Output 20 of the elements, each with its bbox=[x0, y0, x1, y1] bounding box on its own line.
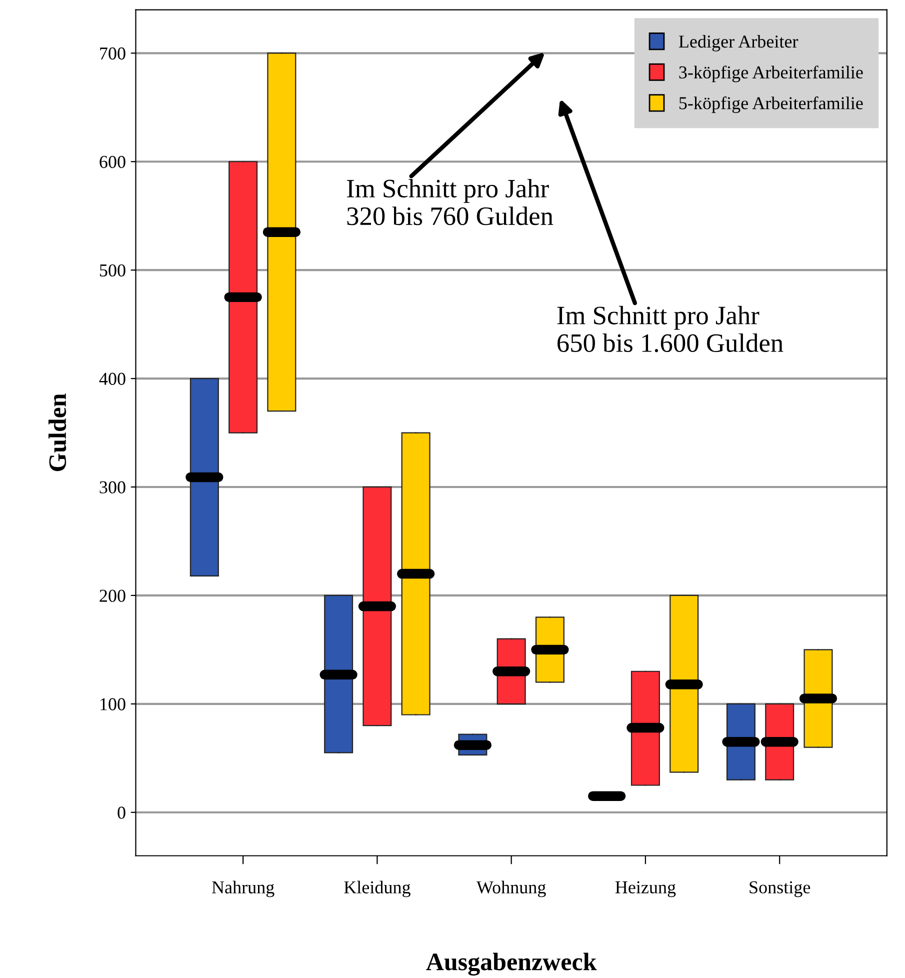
legend-label: 5-köpfige Arbeiterfamilie bbox=[679, 96, 863, 114]
y-tick-label: 700 bbox=[100, 47, 126, 60]
x-tick-label: Wohnung bbox=[476, 880, 546, 898]
x-tick-label: Sonstige bbox=[750, 881, 810, 898]
x-tick-label: Heizung bbox=[615, 881, 676, 898]
x-axis-title: Ausgabenzweck bbox=[426, 952, 597, 976]
y-axis-title: Gulden bbox=[48, 394, 66, 472]
y-tick-label: 300 bbox=[100, 481, 126, 494]
y-tick-label: 500 bbox=[100, 264, 126, 277]
y-tick-label: 600 bbox=[100, 156, 126, 168]
legend-label: 3-köpfige Arbeiterfamilie bbox=[679, 66, 863, 82]
x-tick-label: Nahrung bbox=[212, 880, 274, 898]
y-tick-label: 400 bbox=[99, 372, 126, 385]
annotation: Im Schnitt pro Jahr 320 bis 760 Gulden bbox=[347, 178, 554, 226]
y-tick-label: 100 bbox=[100, 698, 126, 710]
annotation: Im Schnitt pro Jahr 650 bis 1.600 Gulden bbox=[557, 306, 784, 352]
y-tick-label: 0 bbox=[118, 806, 126, 819]
x-tick-label: Kleidung bbox=[344, 880, 410, 898]
y-tick-label: 200 bbox=[100, 590, 126, 602]
legend-label: Lediger Arbeiter bbox=[678, 34, 798, 52]
